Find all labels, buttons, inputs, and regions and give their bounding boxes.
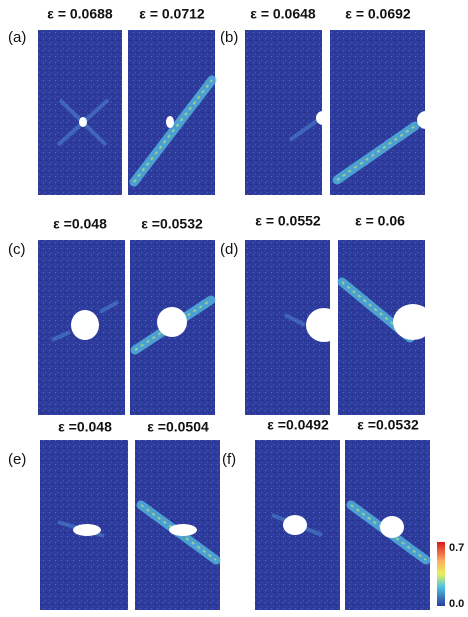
notch	[393, 304, 433, 340]
colorbar: 0.7 0.0	[437, 542, 464, 610]
hole	[157, 307, 187, 337]
strain-label: ε = 0.06	[355, 213, 405, 229]
hole	[71, 310, 99, 340]
hole	[169, 524, 197, 536]
panel-e: (e) ε =0.048 ε =0.0504	[8, 419, 220, 610]
panel-label: (d)	[220, 241, 238, 258]
strain-label: ε =0.0504	[147, 419, 209, 435]
panel-f: (f) ε =0.0492 ε =0.0532	[222, 417, 430, 610]
hole	[73, 524, 101, 536]
panel-label: (b)	[220, 29, 238, 46]
colorbar-scale	[437, 542, 445, 606]
hole	[166, 116, 174, 128]
strain-label: ε =0.048	[53, 216, 107, 232]
specimen	[245, 30, 322, 195]
strain-label: ε =0.0492	[267, 417, 329, 433]
strain-label: ε = 0.0712	[139, 6, 205, 22]
strain-label: ε =0.0532	[141, 216, 203, 232]
colorbar-max: 0.7	[449, 542, 464, 554]
panel-label: (e)	[8, 451, 26, 468]
panel-label: (f)	[222, 451, 236, 468]
strain-label: ε = 0.0552	[255, 213, 321, 229]
panel-a: (a) ε = 0.0688 ε = 0.0712	[8, 6, 215, 195]
hole	[79, 117, 87, 127]
notch	[306, 308, 342, 342]
panel-c: (c) ε =0.048 ε =0.0532	[8, 216, 215, 415]
notch	[417, 111, 435, 129]
hole	[380, 516, 404, 538]
strain-label: ε = 0.0648	[250, 6, 316, 22]
panel-label: (a)	[8, 29, 26, 46]
panel-label: (c)	[8, 241, 26, 258]
strain-label: ε = 0.0692	[345, 6, 411, 22]
colorbar-min: 0.0	[449, 598, 464, 610]
strain-label: ε =0.048	[58, 419, 112, 435]
notch	[316, 111, 330, 125]
panel-b: (b) ε = 0.0648 ε = 0.0692	[220, 6, 435, 195]
figure: (a) ε = 0.0688 ε = 0.0712 (b) ε = 0.0648…	[0, 0, 468, 617]
hole	[283, 515, 307, 535]
panel-d: (d) ε = 0.0552 ε = 0.06	[220, 213, 433, 415]
specimen	[38, 30, 122, 195]
strain-label: ε = 0.0688	[47, 6, 113, 22]
strain-label: ε =0.0532	[357, 417, 419, 433]
